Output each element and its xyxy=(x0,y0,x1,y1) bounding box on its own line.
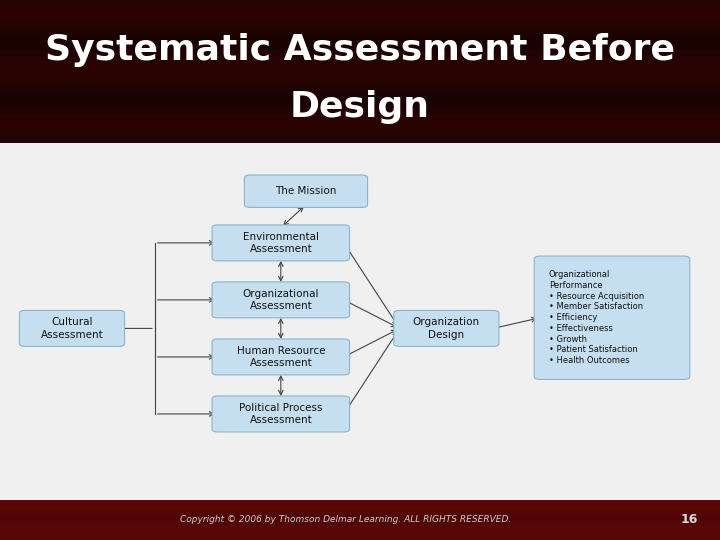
Bar xyxy=(0,100,720,107)
Bar xyxy=(0,57,720,64)
Text: 16: 16 xyxy=(681,513,698,526)
FancyBboxPatch shape xyxy=(212,282,350,318)
Bar xyxy=(0,515,720,519)
Bar xyxy=(0,107,720,114)
Bar xyxy=(0,504,720,510)
FancyBboxPatch shape xyxy=(0,0,720,143)
FancyBboxPatch shape xyxy=(212,396,350,432)
Bar xyxy=(0,36,720,43)
Bar xyxy=(0,15,720,22)
FancyBboxPatch shape xyxy=(394,310,499,347)
Bar xyxy=(0,136,720,143)
Bar xyxy=(0,86,720,93)
FancyBboxPatch shape xyxy=(212,339,350,375)
Text: Human Resource
Assessment: Human Resource Assessment xyxy=(237,346,325,368)
Bar xyxy=(0,530,720,535)
Bar xyxy=(0,72,720,79)
FancyBboxPatch shape xyxy=(19,310,125,347)
Bar xyxy=(0,50,720,57)
Bar xyxy=(0,79,720,86)
Text: Organization
Design: Organization Design xyxy=(413,317,480,340)
Bar xyxy=(0,22,720,29)
Bar xyxy=(0,0,720,7)
Bar xyxy=(0,93,720,100)
Bar xyxy=(0,525,720,530)
Text: Copyright © 2006 by Thomson Delmar Learning. ALL RIGHTS RESERVED.: Copyright © 2006 by Thomson Delmar Learn… xyxy=(180,515,511,524)
Bar xyxy=(0,64,720,71)
Text: The Mission: The Mission xyxy=(275,186,337,196)
Text: Systematic Assessment Before: Systematic Assessment Before xyxy=(45,33,675,67)
Text: Organizational
Assessment: Organizational Assessment xyxy=(243,289,319,311)
Bar xyxy=(0,29,720,36)
FancyBboxPatch shape xyxy=(244,175,367,207)
Text: Design: Design xyxy=(290,90,430,124)
Bar xyxy=(0,7,720,14)
Bar xyxy=(0,510,720,515)
Text: Organizational
Performance
• Resource Acquisition
• Member Satisfaction
• Effici: Organizational Performance • Resource Ac… xyxy=(549,270,644,365)
Text: Environmental
Assessment: Environmental Assessment xyxy=(243,232,319,254)
Bar xyxy=(0,114,720,122)
FancyBboxPatch shape xyxy=(534,256,690,380)
FancyBboxPatch shape xyxy=(212,225,350,261)
Bar xyxy=(0,43,720,50)
Bar xyxy=(0,519,720,525)
Bar xyxy=(0,500,720,504)
Bar xyxy=(0,122,720,129)
Text: Cultural
Assessment: Cultural Assessment xyxy=(40,317,104,340)
Bar xyxy=(0,535,720,540)
Text: Political Process
Assessment: Political Process Assessment xyxy=(239,403,323,425)
Bar xyxy=(0,129,720,136)
